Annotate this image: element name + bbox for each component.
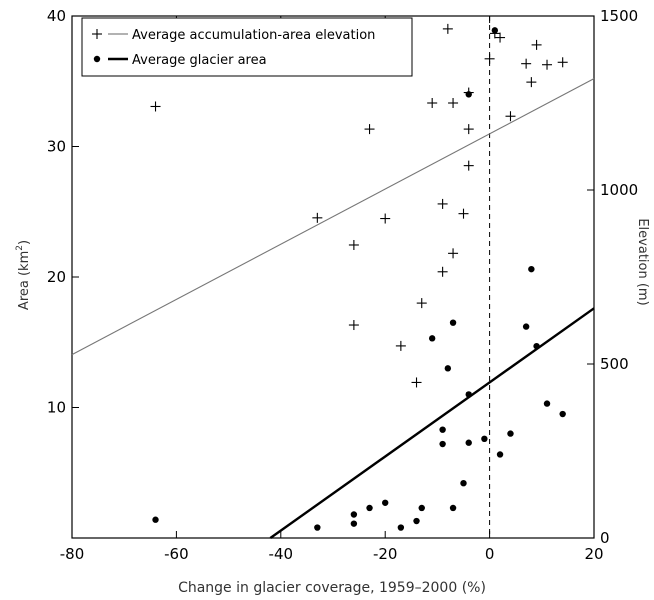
elevation-point xyxy=(458,208,469,219)
area-point xyxy=(559,410,566,418)
legend-label-area: Average glacier area xyxy=(132,53,267,68)
area-point xyxy=(439,426,446,433)
area-point xyxy=(439,440,446,448)
legend-label-elevation: Average accumulation-area elevation xyxy=(132,28,375,43)
elevation-point xyxy=(380,213,391,224)
area-point xyxy=(465,91,472,98)
area-point xyxy=(491,27,499,34)
elevation-point xyxy=(463,124,474,135)
legend-marker-dot xyxy=(93,55,101,63)
elevation-point xyxy=(448,248,459,259)
y-left-tick-label: 40 xyxy=(47,7,66,25)
elevation-point xyxy=(150,101,161,112)
elevation-point xyxy=(557,57,568,68)
elevation-point xyxy=(416,298,427,309)
area-point xyxy=(543,400,551,407)
legend-marker-plus xyxy=(92,29,102,39)
y-left-axis-title: Area (km2) xyxy=(15,240,32,310)
y-left-tick-label: 20 xyxy=(47,268,66,286)
elevation-point xyxy=(463,160,474,171)
y-left-axis-title-sup: 2 xyxy=(15,245,25,251)
elevation-point xyxy=(395,340,406,351)
area-point xyxy=(533,342,540,350)
elevation-point xyxy=(437,266,448,277)
area-point xyxy=(428,335,436,342)
area-point xyxy=(507,430,514,437)
x-tick-label: -80 xyxy=(60,545,85,563)
area-point xyxy=(465,391,472,398)
data-points xyxy=(150,23,568,531)
plot-frame xyxy=(71,15,595,539)
elevation-point xyxy=(442,23,453,34)
plot-border xyxy=(71,15,595,539)
legend-box xyxy=(81,17,413,77)
area-point xyxy=(350,520,358,527)
elevation-point xyxy=(427,98,438,108)
elevation-point xyxy=(364,124,375,135)
x-axis-title: Change in glacier coverage, 1959–2000 (%… xyxy=(178,580,486,596)
elevation-point xyxy=(312,212,323,223)
elevation-point xyxy=(411,377,422,388)
elevation-point xyxy=(495,32,506,43)
area-point xyxy=(449,319,457,326)
elevation-point xyxy=(484,53,495,64)
elevation-point xyxy=(505,111,516,122)
elevation-fit-line xyxy=(71,78,595,356)
elevation-point xyxy=(448,98,459,108)
area-point xyxy=(522,323,530,330)
elevation-point xyxy=(437,198,448,209)
area-point xyxy=(350,511,358,518)
area-point xyxy=(460,479,467,487)
x-tick-label: 20 xyxy=(584,545,603,563)
x-tick-label: -60 xyxy=(164,545,189,563)
fit-lines xyxy=(71,78,595,539)
area-point xyxy=(382,499,389,506)
area-point xyxy=(465,439,472,446)
area-point xyxy=(444,365,452,372)
elevation-point xyxy=(542,59,553,70)
y-right-tick-label: 1500 xyxy=(600,7,638,25)
x-tick-label: 0 xyxy=(485,545,495,563)
elevation-point xyxy=(531,39,542,50)
x-tick-label: -40 xyxy=(269,545,294,563)
area-point xyxy=(449,504,457,512)
area-point xyxy=(397,524,405,531)
y-right-tick-label: 0 xyxy=(600,529,610,547)
area-point xyxy=(496,451,504,458)
y-right-tick-label: 500 xyxy=(600,355,629,373)
area-point xyxy=(152,516,159,523)
y-right-axis-title: Elevation (m) xyxy=(635,218,650,305)
x-tick-label: -20 xyxy=(373,545,398,563)
elevation-point xyxy=(348,239,359,250)
elevation-point xyxy=(521,58,532,69)
y-left-tick-label: 10 xyxy=(47,399,66,417)
area-point xyxy=(314,524,321,531)
area-fit-line xyxy=(269,307,595,539)
area-point xyxy=(418,504,425,512)
area-point xyxy=(528,265,535,273)
area-point xyxy=(413,517,420,525)
area-point xyxy=(481,435,488,443)
y-left-axis-title-main: Area (km xyxy=(17,251,32,310)
elevation-point xyxy=(526,77,537,88)
elevation-point xyxy=(348,320,359,331)
y-left-tick-label: 30 xyxy=(47,138,66,156)
y-right-tick-label: 1000 xyxy=(600,181,638,199)
area-point xyxy=(366,504,373,512)
y-left-axis-title-close: ) xyxy=(17,240,32,245)
legend: Average accumulation-area elevation Aver… xyxy=(81,17,413,77)
